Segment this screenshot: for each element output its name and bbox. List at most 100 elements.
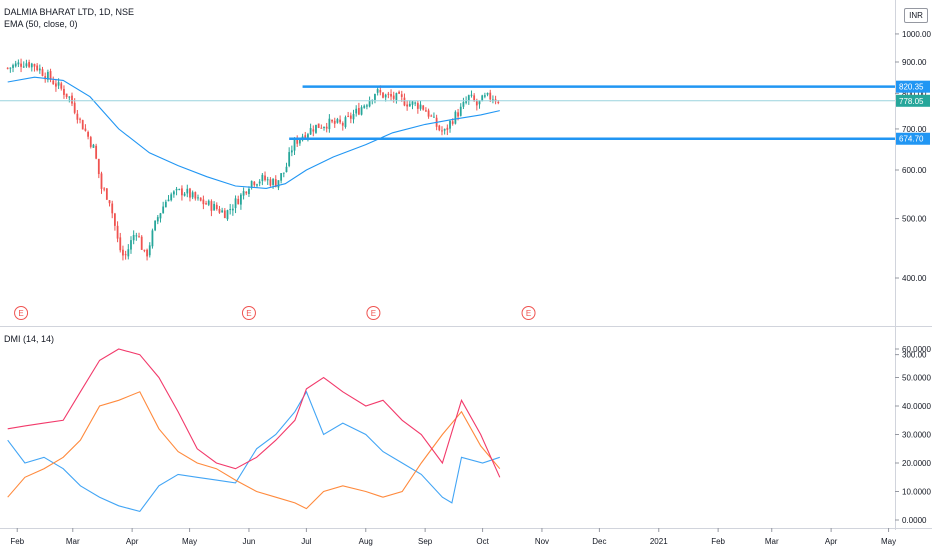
price-tick-label: 600.00 [902, 166, 927, 175]
candle-body [68, 96, 71, 98]
candle-body [446, 127, 449, 130]
candle-body [92, 144, 95, 148]
candle-body [175, 188, 178, 191]
candle-body [25, 63, 28, 67]
earnings-marker-label: E [371, 309, 376, 318]
candle-body [441, 130, 443, 132]
candle-body [226, 210, 229, 220]
candle-body [433, 116, 435, 118]
candle-body [36, 65, 39, 71]
candle-body [234, 198, 237, 209]
candle-body [79, 118, 81, 120]
candle-body [119, 237, 122, 251]
candle-body [116, 225, 119, 239]
time-tick-label: Sep [418, 537, 433, 546]
candle-body [81, 120, 84, 130]
level-price-tag [896, 132, 930, 145]
candle-body [374, 94, 376, 100]
candle-body [459, 106, 462, 116]
time-tick-label: Feb [10, 537, 24, 546]
candle-body [162, 206, 165, 214]
dmi-tick-label: 30.0000 [902, 431, 931, 440]
level-price-label: 820.35 [899, 83, 924, 92]
candle-body [333, 120, 336, 124]
candle-body [108, 200, 111, 204]
candle-body [148, 245, 151, 256]
level-price-label: 674.70 [899, 135, 924, 144]
candle-body [457, 112, 459, 117]
candle-body [20, 63, 22, 67]
candle-body [55, 83, 57, 87]
candle-body [483, 95, 486, 97]
candle-body [231, 208, 234, 211]
candle-body [197, 197, 199, 199]
earnings-marker [14, 306, 29, 320]
candle-body [100, 173, 103, 189]
candle-body [269, 179, 272, 186]
candle-body [22, 66, 25, 68]
candle-body [122, 249, 124, 256]
candle-body [17, 62, 20, 65]
candle-body [390, 94, 392, 97]
candle-body [465, 100, 468, 103]
candle-body [33, 64, 36, 67]
candle-body [473, 95, 476, 101]
candle-body [65, 93, 68, 97]
time-tick-label: Jun [242, 537, 255, 546]
candle-body [274, 179, 277, 187]
candle-body [406, 104, 409, 107]
candle-body [449, 120, 451, 129]
candle-body [248, 188, 250, 194]
candle-body [312, 129, 315, 132]
candle-body [210, 201, 213, 211]
candle-body [475, 101, 478, 106]
earnings-marker [521, 306, 536, 320]
time-tick-label: Feb [711, 537, 725, 546]
candle-body [256, 184, 258, 186]
currency-button[interactable]: INR [904, 8, 928, 23]
candle-body [285, 166, 288, 173]
candle-body [138, 236, 140, 238]
dmi-indicator-label[interactable]: DMI (14, 14) [4, 334, 55, 344]
candle-body [288, 152, 291, 166]
candle-body [339, 119, 342, 123]
candle-body [325, 126, 328, 129]
candle-body [328, 118, 331, 130]
candle-body [403, 97, 406, 106]
candle-body [430, 115, 433, 117]
earnings-marker-label: E [246, 309, 251, 318]
candle-body [357, 108, 360, 115]
candle-body [250, 180, 253, 188]
candle-body [130, 240, 132, 250]
candle-body [124, 254, 127, 256]
time-tick-label: Aug [359, 537, 373, 546]
candle-body [60, 83, 63, 89]
candle-body [111, 203, 114, 214]
dmi-tick-label: 10.0000 [902, 488, 931, 497]
candle-body [438, 125, 441, 131]
candle-body [97, 158, 100, 175]
candle-body [186, 188, 189, 194]
candle-body [392, 95, 395, 99]
candle-body [398, 91, 400, 94]
candle-body [52, 80, 55, 85]
candle-body [49, 71, 52, 80]
candle-body [95, 145, 98, 159]
candle-body [395, 93, 398, 101]
time-tick-label: Apr [825, 537, 838, 546]
candle-body [443, 128, 446, 131]
candle-body [223, 210, 226, 219]
candle-body [63, 88, 65, 95]
candle-body [178, 189, 181, 191]
candle-body [309, 128, 312, 135]
symbol-title: DALMIA BHARAT LTD, 1D, NSE [4, 7, 135, 17]
ema-indicator-label[interactable]: EMA (50, close, 0) [4, 19, 78, 29]
candle-body [376, 89, 379, 93]
last-price-label: 778.05 [899, 97, 924, 106]
time-tick-label: Jul [301, 537, 311, 546]
time-tick-label: Dec [592, 537, 606, 546]
candles-group [6, 58, 500, 261]
candle-body [355, 108, 358, 114]
candle-body [215, 204, 218, 210]
